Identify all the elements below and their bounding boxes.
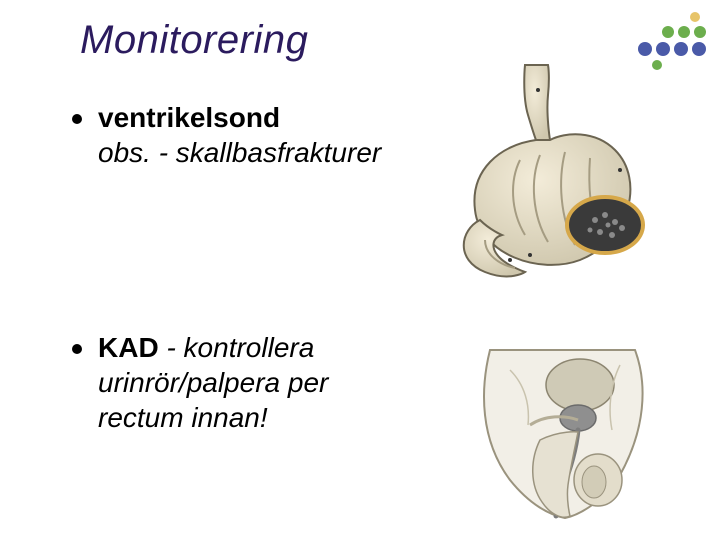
bullet-subtext: obs. - skallbasfrakturer xyxy=(98,135,412,170)
decor-dot-icon xyxy=(662,26,674,38)
decor-dot-icon xyxy=(694,26,706,38)
bullet-item: KAD - kontrollera urinrör/palpera per re… xyxy=(72,330,412,435)
decor-dot-icon xyxy=(638,42,652,56)
bullet-text: ventrikelsond xyxy=(98,100,280,135)
bullet-item: ventrikelsond obs. - skallbasfrakturer xyxy=(72,100,412,170)
decor-dot-icon xyxy=(690,12,700,22)
bullet-dot-icon xyxy=(72,344,82,354)
bullet-lead: KAD xyxy=(98,332,159,363)
slide: Monitorering ventrikelsond obs. - skallb… xyxy=(0,0,720,540)
stomach-illustration xyxy=(430,60,660,290)
slide-title: Monitorering xyxy=(80,18,308,63)
bullet-lead: ventrikelsond xyxy=(98,102,280,133)
decor-dot-icon xyxy=(692,42,706,56)
decor-dot-icon xyxy=(656,42,670,56)
stomach-icon xyxy=(430,60,660,290)
decor-dot-icon xyxy=(674,42,688,56)
urogenital-illustration xyxy=(470,330,660,520)
urogenital-icon xyxy=(470,330,660,520)
bullet-text: KAD - kontrollera urinrör/palpera per re… xyxy=(98,330,412,435)
bullet-dot-icon xyxy=(72,114,82,124)
decor-dot-icon xyxy=(678,26,690,38)
